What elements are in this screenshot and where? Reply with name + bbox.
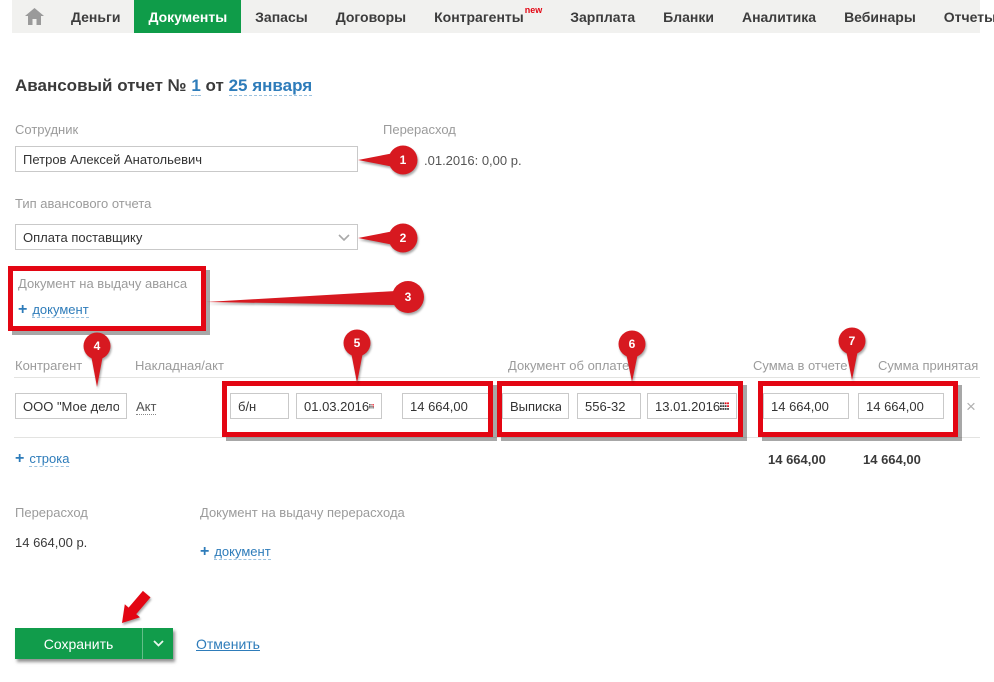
tab-label: Деньги bbox=[71, 8, 121, 25]
annotation-arrow bbox=[122, 590, 151, 623]
row-divider bbox=[14, 437, 980, 438]
overspend-info-value: .01.2016: 0,00 р. bbox=[424, 153, 522, 168]
invoice-sum-input[interactable] bbox=[402, 393, 491, 419]
tab-label: Отчеты bbox=[943, 8, 994, 25]
svg-text:7: 7 bbox=[849, 334, 856, 348]
header-divider bbox=[14, 377, 980, 378]
invoice-number-input[interactable] bbox=[230, 393, 289, 419]
tab-money[interactable]: Деньги bbox=[57, 0, 134, 33]
invoice-date-input[interactable]: 01.03.2016 bbox=[296, 393, 382, 419]
calendar-icon[interactable] bbox=[720, 401, 729, 412]
add-row-label: строка bbox=[29, 451, 70, 467]
add-document-label: документ bbox=[214, 544, 271, 560]
svg-text:1: 1 bbox=[400, 153, 407, 167]
calendar-icon[interactable] bbox=[369, 401, 374, 412]
annotation-marker-7: 7 bbox=[838, 327, 866, 380]
tab-label: Вебинары bbox=[844, 8, 916, 25]
tab-salary[interactable]: Зарплата bbox=[556, 0, 649, 33]
home-icon bbox=[25, 8, 44, 25]
svg-text:5: 5 bbox=[354, 336, 361, 350]
report-type-select[interactable]: Оплата поставщику bbox=[15, 224, 358, 250]
home-tab[interactable] bbox=[12, 0, 57, 33]
tab-webinars[interactable]: Вебинары bbox=[830, 0, 930, 33]
chevron-down-icon bbox=[338, 233, 350, 241]
payment-doc-type-input[interactable] bbox=[502, 393, 569, 419]
overspend-result-label: Перерасход bbox=[15, 505, 88, 520]
save-options-toggle[interactable] bbox=[142, 628, 173, 659]
svg-text:3: 3 bbox=[405, 290, 412, 304]
employee-label: Сотрудник bbox=[15, 122, 79, 137]
tab-forms[interactable]: Бланки bbox=[649, 0, 728, 33]
tab-analytics[interactable]: Аналитика bbox=[728, 0, 830, 33]
act-type-link[interactable]: Акт bbox=[136, 399, 157, 415]
delete-row-icon[interactable]: × bbox=[966, 397, 976, 416]
tab-stock[interactable]: Запасы bbox=[241, 0, 322, 33]
save-button-label[interactable]: Сохранить bbox=[43, 635, 114, 652]
chevron-down-icon bbox=[152, 640, 164, 647]
tab-reports[interactable]: Отчеты bbox=[930, 0, 994, 33]
save-button[interactable]: Сохранить bbox=[15, 628, 173, 659]
add-document-label: документ bbox=[32, 302, 89, 318]
plus-icon: + bbox=[18, 301, 28, 318]
add-row-link[interactable]: + строка bbox=[15, 450, 70, 468]
tab-label: Запасы bbox=[255, 8, 308, 25]
report-date-link[interactable]: 25 января bbox=[228, 76, 313, 96]
svg-text:2: 2 bbox=[400, 231, 407, 245]
tab-label: Зарплата bbox=[570, 8, 636, 25]
annotation-marker-3: 3 bbox=[206, 281, 424, 313]
annotation-marker-4: 4 bbox=[83, 332, 111, 387]
payment-doc-date-value: 13.01.2016 bbox=[655, 398, 721, 414]
overspend-result-value: 14 664,00 р. bbox=[15, 535, 88, 550]
overspend-document-label: Документ на выдачу перерасхода bbox=[200, 505, 405, 520]
payment-doc-date-input[interactable]: 13.01.2016 bbox=[647, 393, 737, 419]
total-sum-accepted: 14 664,00 bbox=[863, 452, 921, 467]
annotation-marker-2: 2 bbox=[358, 223, 418, 253]
title-of: от bbox=[205, 76, 224, 95]
employee-input[interactable] bbox=[15, 146, 358, 172]
header-sum-in-report: Сумма в отчете bbox=[753, 358, 848, 373]
tab-label: Бланки bbox=[663, 8, 714, 25]
tab-label: Контрагенты bbox=[434, 8, 524, 25]
annotation-marker-5: 5 bbox=[343, 329, 371, 383]
title-text: Авансовый отчет № bbox=[15, 76, 187, 95]
tab-contragents[interactable]: Контрагенты new bbox=[420, 0, 556, 33]
tab-label: Договоры bbox=[335, 8, 407, 25]
tab-label: Документы bbox=[148, 8, 228, 25]
header-payment-doc: Документ об оплате bbox=[508, 358, 630, 373]
header-sum-accepted: Сумма принятая bbox=[878, 358, 979, 373]
new-badge: new bbox=[524, 4, 543, 15]
tab-label: Аналитика bbox=[741, 8, 817, 25]
overspend-info-label: Перерасход bbox=[383, 122, 456, 137]
report-type-value: Оплата поставщику bbox=[23, 229, 143, 245]
payment-doc-number-input[interactable] bbox=[577, 393, 641, 419]
report-number-link[interactable]: 1 bbox=[191, 76, 201, 96]
cancel-link[interactable]: Отменить bbox=[196, 636, 260, 652]
total-sum-in-report: 14 664,00 bbox=[768, 452, 826, 467]
add-advance-document-link[interactable]: + документ bbox=[18, 301, 89, 319]
svg-text:6: 6 bbox=[629, 337, 636, 351]
sum-accepted-input[interactable] bbox=[858, 393, 944, 419]
sum-in-report-input[interactable] bbox=[763, 393, 849, 419]
svg-text:4: 4 bbox=[94, 339, 101, 353]
add-overspend-document-link[interactable]: + документ bbox=[200, 543, 271, 561]
annotation-marker-1: 1 bbox=[358, 145, 418, 175]
advance-document-label: Документ на выдачу аванса bbox=[18, 276, 188, 291]
header-invoice: Накладная/акт bbox=[135, 358, 224, 373]
invoice-date-value: 01.03.2016 bbox=[304, 398, 370, 414]
page-title: Авансовый отчет № 1 от 25 января bbox=[15, 76, 313, 96]
annotation-marker-6: 6 bbox=[618, 330, 646, 382]
header-contragent: Контрагент bbox=[15, 358, 83, 373]
top-navbar: Деньги Документы Запасы Договоры Контраг… bbox=[12, 0, 994, 33]
plus-icon: + bbox=[200, 543, 210, 560]
plus-icon: + bbox=[15, 450, 25, 467]
contragent-input[interactable] bbox=[15, 393, 127, 419]
tab-contracts[interactable]: Договоры bbox=[322, 0, 420, 33]
report-type-label: Тип авансового отчета bbox=[15, 196, 152, 211]
tab-documents[interactable]: Документы bbox=[134, 0, 242, 33]
